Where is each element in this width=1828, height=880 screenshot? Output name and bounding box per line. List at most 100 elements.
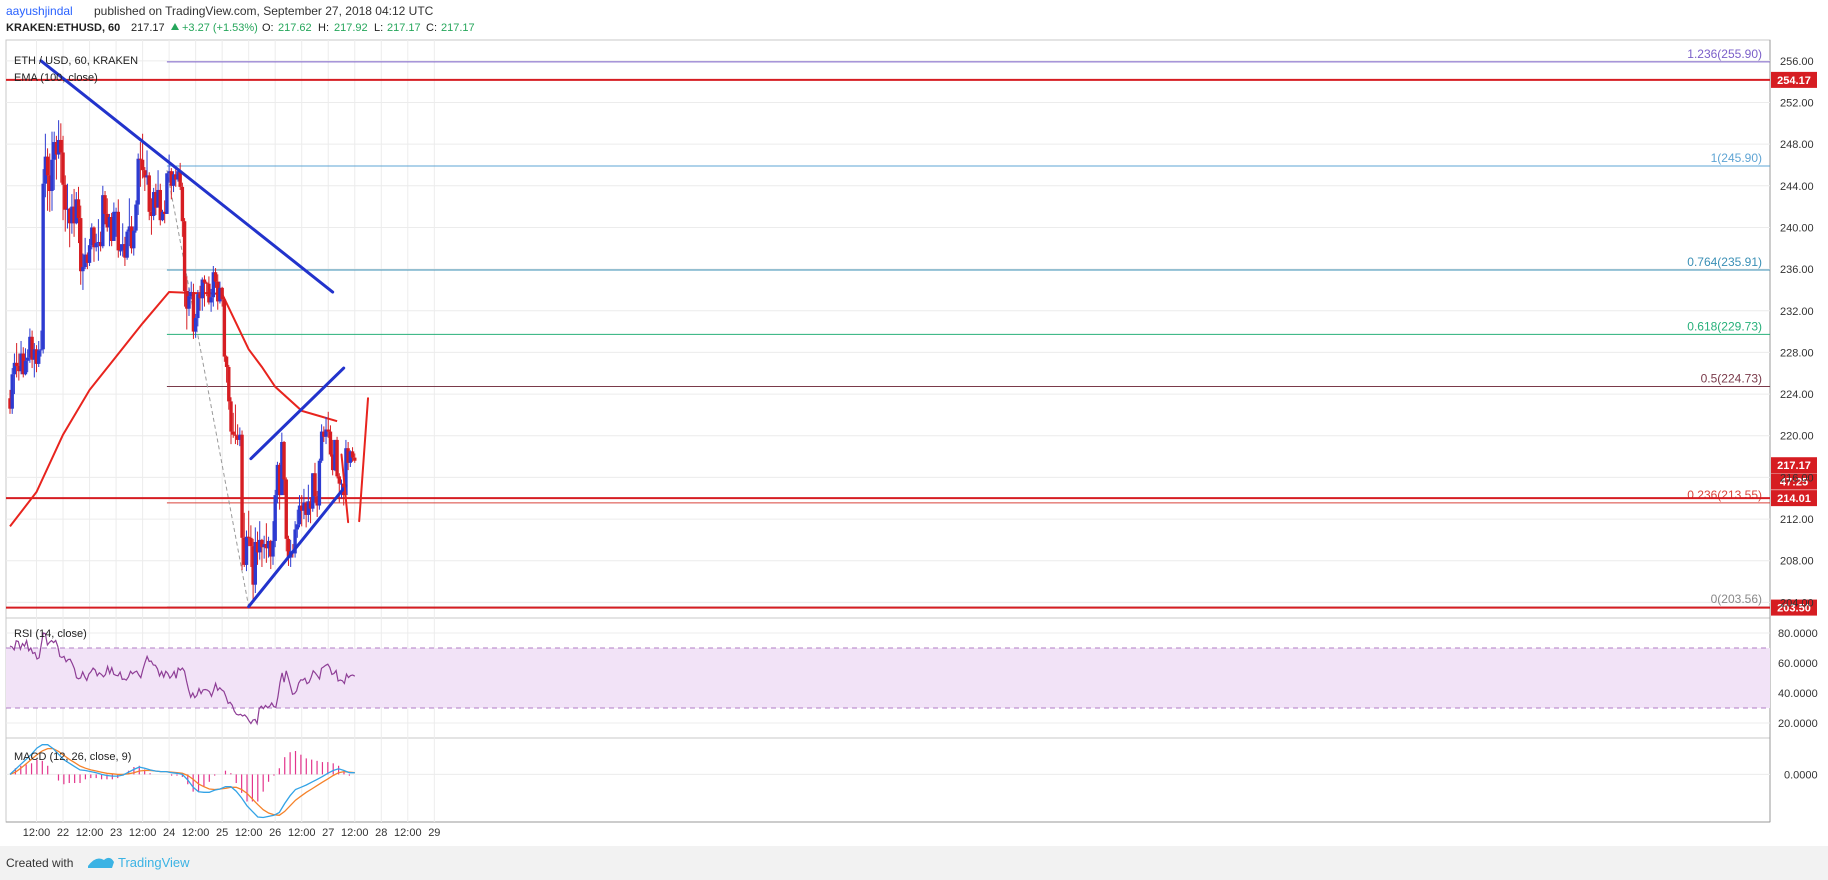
- candle-body: [280, 441, 284, 496]
- candle-body: [311, 473, 315, 509]
- x-tick-label: 12:00: [76, 827, 104, 839]
- candle-body: [258, 539, 262, 553]
- rsi-line: [9, 632, 356, 726]
- close-label: C:: [426, 22, 437, 34]
- candle-body: [187, 296, 191, 309]
- candle-body: [209, 297, 213, 303]
- macd-signal-line: [9, 747, 355, 816]
- ema-label: EMA (100, close): [14, 72, 98, 84]
- candle-body: [169, 171, 174, 186]
- price-tag: [1771, 71, 1817, 88]
- candle-body: [328, 431, 333, 455]
- candle-body: [76, 199, 81, 219]
- candle-body: [220, 287, 224, 300]
- author-link[interactable]: aayushjindal: [6, 4, 73, 18]
- candle-body: [50, 159, 54, 192]
- candle-body: [302, 502, 306, 511]
- candle-body: [121, 244, 125, 251]
- candle-body: [147, 175, 151, 212]
- candle-body: [224, 356, 229, 368]
- fib-anchor-line: [166, 170, 250, 607]
- candle-body: [196, 294, 200, 319]
- candle-body: [350, 451, 355, 458]
- price-tag: [1771, 457, 1817, 474]
- candle-body: [151, 192, 156, 217]
- candle-body: [112, 211, 116, 241]
- trendline: [340, 453, 350, 524]
- price-axis[interactable]: [1770, 40, 1828, 822]
- candle-body: [34, 349, 39, 364]
- low-value: 217.17: [387, 22, 421, 34]
- candle-body: [339, 483, 344, 485]
- candle-body: [271, 540, 275, 557]
- candle-body: [171, 174, 176, 186]
- macd-tick-label: 0.0000: [1784, 769, 1818, 781]
- candle-body: [322, 431, 326, 437]
- candle-body: [143, 170, 147, 178]
- candle-body: [52, 142, 56, 160]
- price-tag: [1771, 599, 1817, 616]
- x-tick-label: 12:00: [182, 827, 210, 839]
- macd-pane[interactable]: [5, 737, 1771, 823]
- high-value: 217.92: [334, 22, 368, 34]
- candle-body: [32, 349, 37, 360]
- candle-body: [198, 294, 202, 299]
- x-tick-label: 23: [110, 827, 122, 839]
- price-tag-label: 47:25: [1780, 477, 1808, 489]
- tradingview-brand[interactable]: TradingView: [118, 855, 190, 870]
- candle-body: [273, 495, 277, 541]
- candle-body: [235, 435, 240, 440]
- x-tick-label: 27: [322, 827, 334, 839]
- candle-body: [23, 360, 28, 375]
- candle-body: [158, 189, 162, 221]
- candle-body: [94, 243, 98, 248]
- candle-body: [335, 439, 339, 477]
- price-pane[interactable]: [5, 39, 1771, 619]
- candle-body: [189, 292, 193, 297]
- candle-body: [178, 171, 182, 187]
- candle-body: [308, 501, 313, 509]
- candle-body: [41, 183, 45, 350]
- candle-body: [127, 226, 132, 232]
- candle-body: [297, 505, 302, 525]
- rsi-tick-label: 40.0000: [1778, 688, 1818, 700]
- x-tick-label: 24: [163, 827, 175, 839]
- fib-level-label: 0.618(229.73): [1687, 319, 1762, 333]
- rsi-tick-label: 20.0000: [1778, 718, 1818, 730]
- x-tick-label: 26: [269, 827, 281, 839]
- candle-body: [246, 536, 251, 538]
- price-tag: [1771, 473, 1817, 490]
- candle-body: [116, 211, 120, 251]
- candle-body: [45, 156, 50, 176]
- open-value: 217.62: [278, 22, 312, 34]
- candle-body: [200, 279, 204, 299]
- x-tick-label: 25: [216, 827, 228, 839]
- candle-body: [70, 206, 74, 224]
- x-tick-label: 12:00: [235, 827, 263, 839]
- candle-body: [160, 211, 165, 221]
- candle-body: [149, 211, 154, 217]
- candle-body: [185, 290, 189, 309]
- candle-body: [8, 398, 12, 409]
- fib-level-label: 0.236(213.55): [1687, 488, 1762, 502]
- fibonacci-retracement: 1.236(255.90) 1(245.90) 0.764(235.91) 0.618…: [166, 47, 1770, 608]
- x-tick-label: 29: [428, 827, 440, 839]
- candle-body: [48, 175, 52, 192]
- candle-body: [28, 336, 32, 358]
- candle-body: [136, 158, 140, 205]
- candle-body: [293, 529, 297, 554]
- candle-body: [306, 501, 311, 515]
- candle-body: [286, 538, 291, 558]
- candle-body: [269, 540, 273, 557]
- rsi-title: RSI (14, close): [14, 628, 87, 640]
- x-tick-label: 22: [57, 827, 69, 839]
- candle-body: [353, 457, 357, 461]
- y-tick-label: 228.00: [1780, 347, 1814, 359]
- published-text: published on TradingView.com, September …: [94, 4, 434, 18]
- candle-body: [54, 142, 59, 155]
- candle-body: [129, 226, 134, 249]
- candle-body: [174, 174, 178, 180]
- candle-body: [118, 250, 123, 252]
- candle-body: [167, 171, 171, 174]
- fib-level-label: 0.764(235.91): [1687, 255, 1762, 269]
